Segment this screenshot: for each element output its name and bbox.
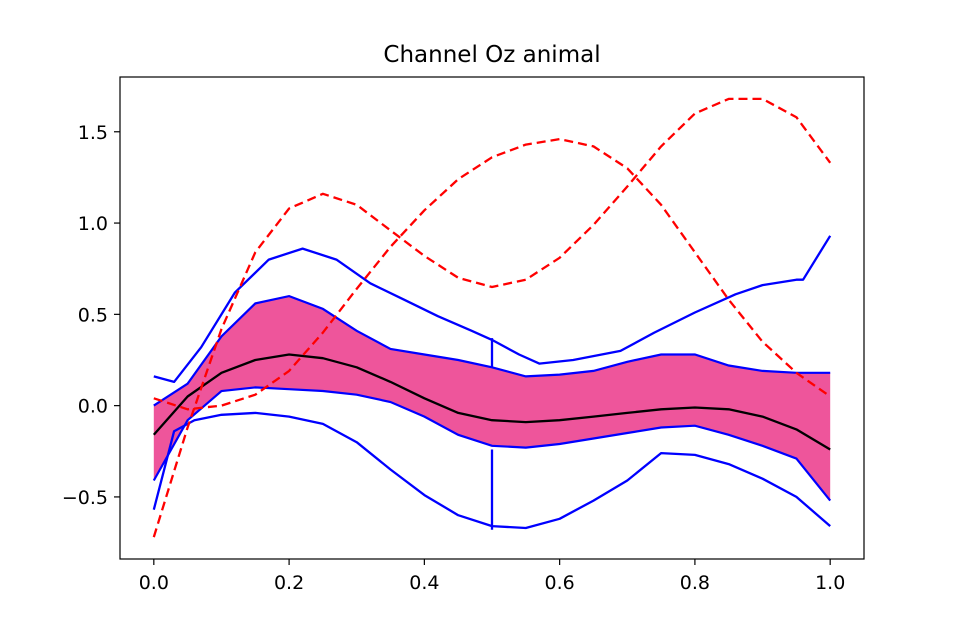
y-tick-label: 1.0 xyxy=(78,213,108,235)
axis-ticks: 0.0 0.2 0.4 0.6 0.8 1.0 −0.5 0.0 0.5 1.0 1.5 xyxy=(62,122,845,594)
plot-area xyxy=(152,97,832,538)
x-tick-label: 0.6 xyxy=(545,572,575,594)
series-line-7 xyxy=(153,137,831,411)
chart-title: Channel Oz animal xyxy=(383,42,600,68)
y-tick-label: −0.5 xyxy=(62,487,108,509)
x-tick-label: 0.0 xyxy=(139,572,169,594)
x-tick-label: 0.8 xyxy=(680,572,710,594)
x-tick-label: 0.2 xyxy=(274,572,304,594)
x-tick-label: 0.4 xyxy=(409,572,439,594)
shaded-band xyxy=(153,296,831,501)
y-tick-label: 0.5 xyxy=(78,304,108,326)
x-tick-label: 1.0 xyxy=(815,572,845,594)
y-tick-label: 0.0 xyxy=(78,396,108,418)
series-line-6 xyxy=(152,97,832,538)
y-tick-label: 1.5 xyxy=(78,122,108,144)
series-line-1 xyxy=(152,353,831,451)
axes-frame xyxy=(119,76,865,560)
series-line-3 xyxy=(152,411,831,530)
